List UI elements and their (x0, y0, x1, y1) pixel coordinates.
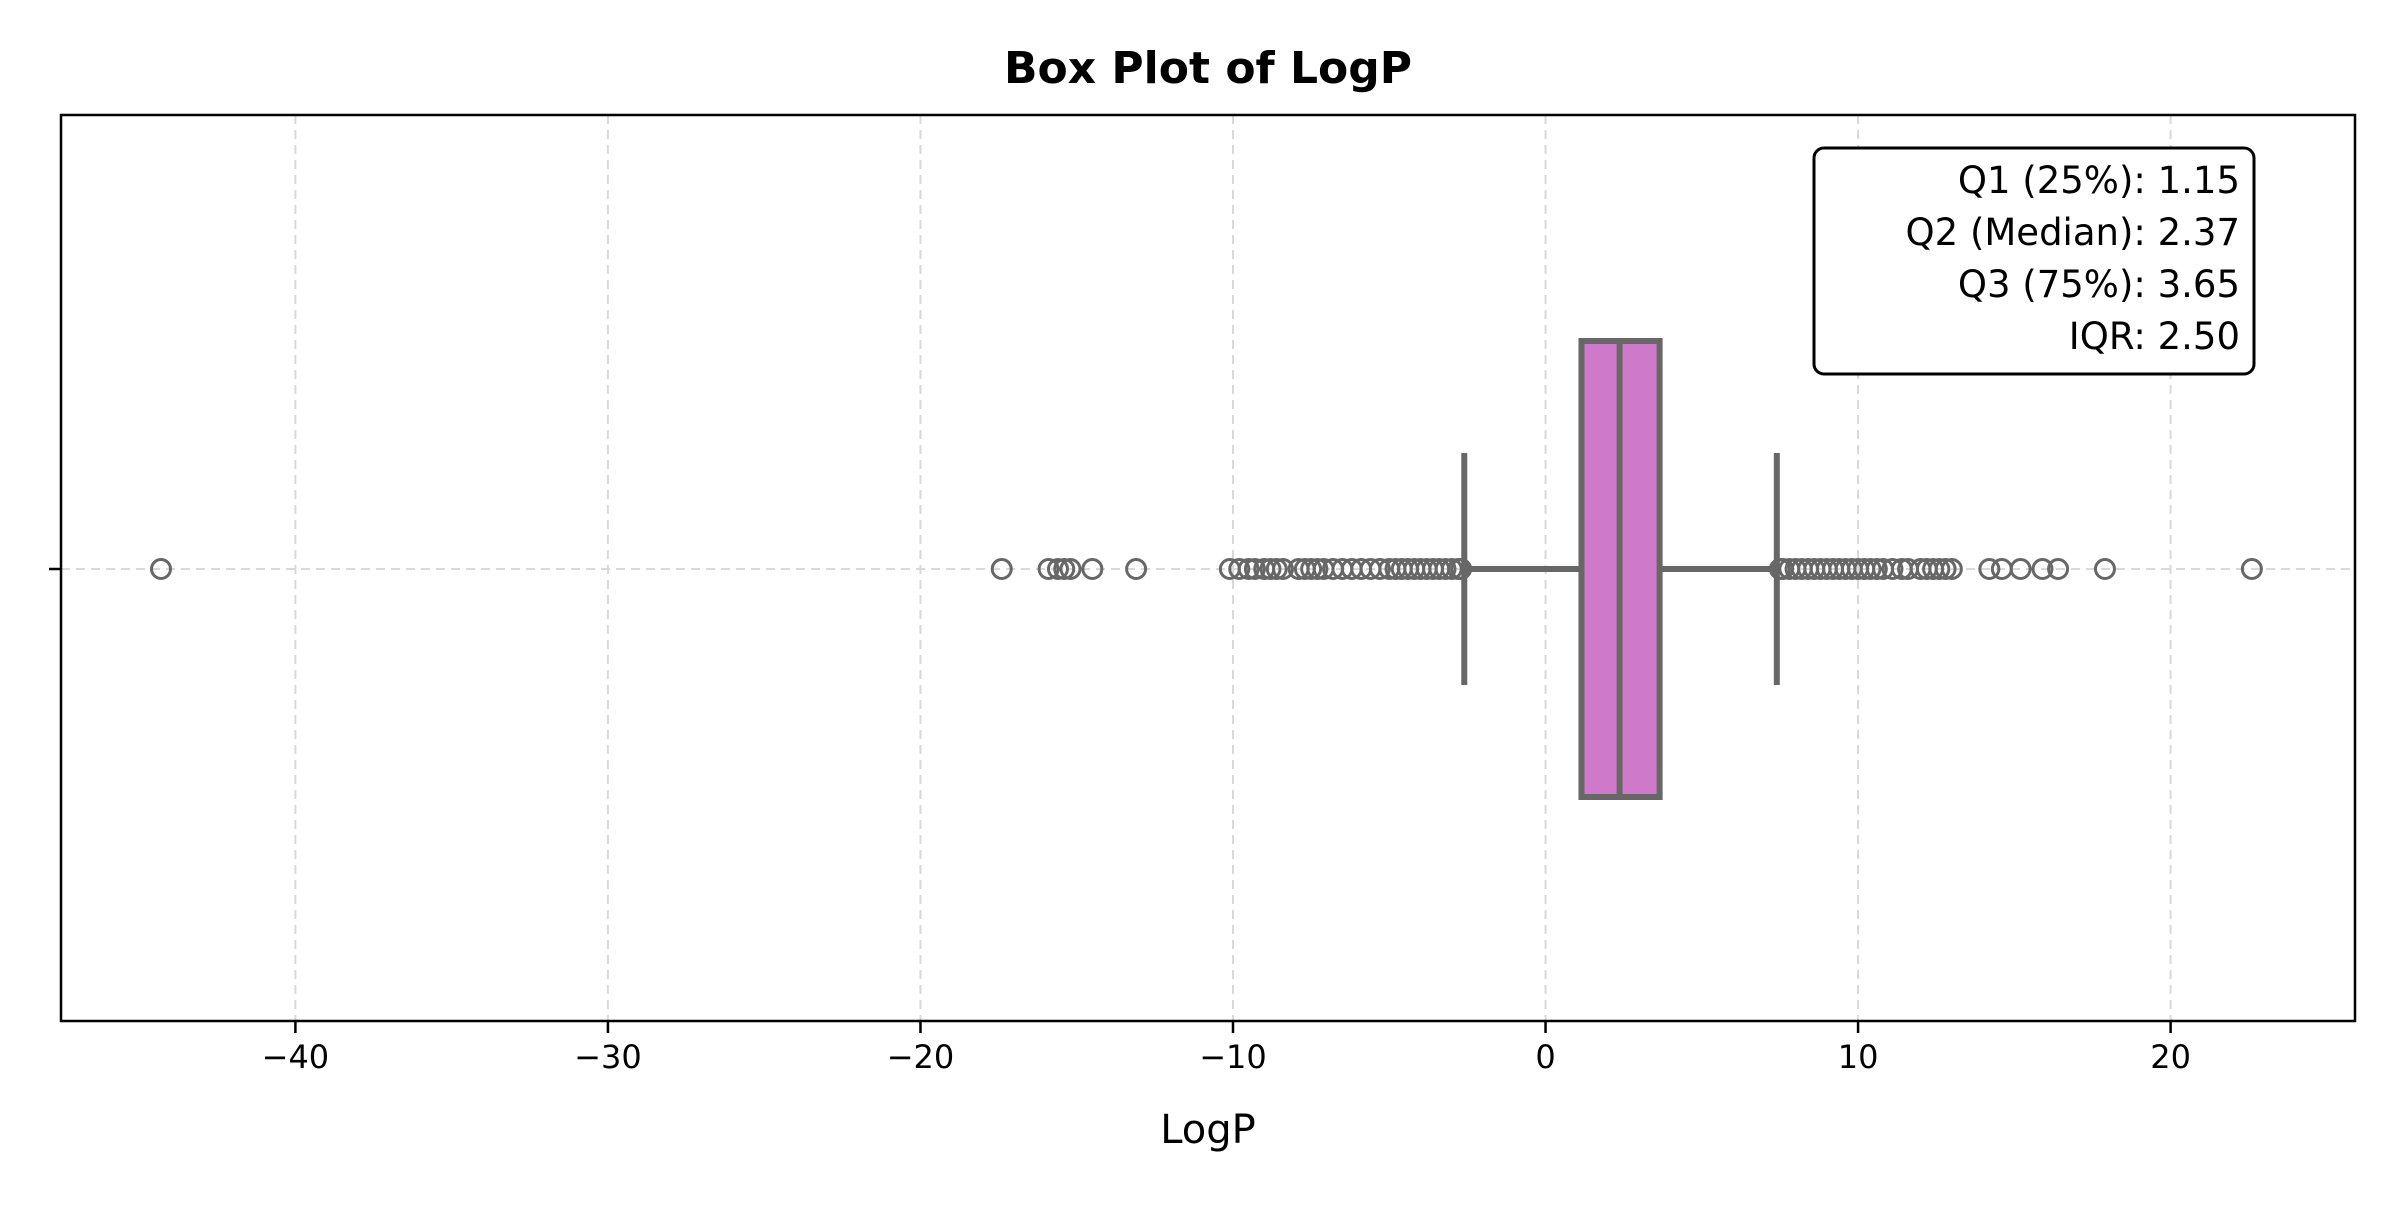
x-tick-layer: −40 −30 −20 −10 0 10 20 (262, 1021, 2191, 1076)
outlier-point (1081, 558, 1104, 580)
outlier-point (1440, 558, 1463, 580)
outlier-point (150, 558, 173, 580)
stats-box (1812, 146, 2256, 376)
outlier-point (1978, 558, 2001, 580)
outlier-point (1125, 558, 1148, 580)
outlier-point (1859, 558, 1882, 580)
x-tick-label: 10 (1838, 1038, 1879, 1076)
outlier-point (1046, 558, 1069, 580)
whisker-layer (1461, 453, 1780, 685)
outlier-point (1228, 558, 1251, 580)
outlier-point (1865, 558, 1888, 580)
stats-q1: Q1 (25%): 1.15 (1958, 159, 2240, 202)
outlier-point (1934, 558, 1957, 580)
outlier-point (990, 558, 1013, 580)
x-tick-label: 0 (1535, 1038, 1555, 1076)
outlier-point (1300, 558, 1323, 580)
outlier-point (2009, 558, 2032, 580)
outlier-point (2240, 558, 2263, 580)
outlier-point (1368, 558, 1391, 580)
x-tick-label: −20 (887, 1038, 955, 1076)
outlier-point (1237, 558, 1260, 580)
stats-iqr: IQR: 2.50 (2069, 315, 2240, 358)
outlier-point (1053, 558, 1076, 580)
chart-title: Box Plot of LogP (1004, 43, 1412, 94)
outlier-point (2093, 558, 2116, 580)
outlier-point (1259, 558, 1282, 580)
x-tick-label: −30 (574, 1038, 642, 1076)
stats-annotation: Q1 (25%): 1.15 Q2 (Median): 2.37 Q3 (75%… (1812, 146, 2256, 376)
outlier-point (1940, 558, 1963, 580)
outlier-point (1243, 558, 1266, 580)
outlier-point (1306, 558, 1329, 580)
outlier-layer (150, 558, 2263, 580)
x-tick-label: −10 (1199, 1038, 1267, 1076)
outlier-point (1928, 558, 1951, 580)
stats-median: Q2 (Median): 2.37 (1906, 211, 2240, 254)
outlier-point (1059, 558, 1082, 580)
outlier-point (1434, 558, 1457, 580)
x-tick-label: 20 (2150, 1038, 2191, 1076)
x-axis-label: LogP (1160, 1107, 1256, 1153)
outlier-point (1037, 558, 1060, 580)
outlier-point (1265, 558, 1288, 580)
outlier-point (2031, 558, 2054, 580)
stats-q3: Q3 (75%): 3.65 (1958, 263, 2240, 306)
outlier-point (1450, 558, 1473, 580)
outlier-point (1272, 558, 1295, 580)
x-tick-label: −40 (262, 1038, 330, 1076)
box-layer (1578, 338, 1663, 800)
outlier-point (2047, 558, 2070, 580)
outlier-point (1881, 558, 1904, 580)
